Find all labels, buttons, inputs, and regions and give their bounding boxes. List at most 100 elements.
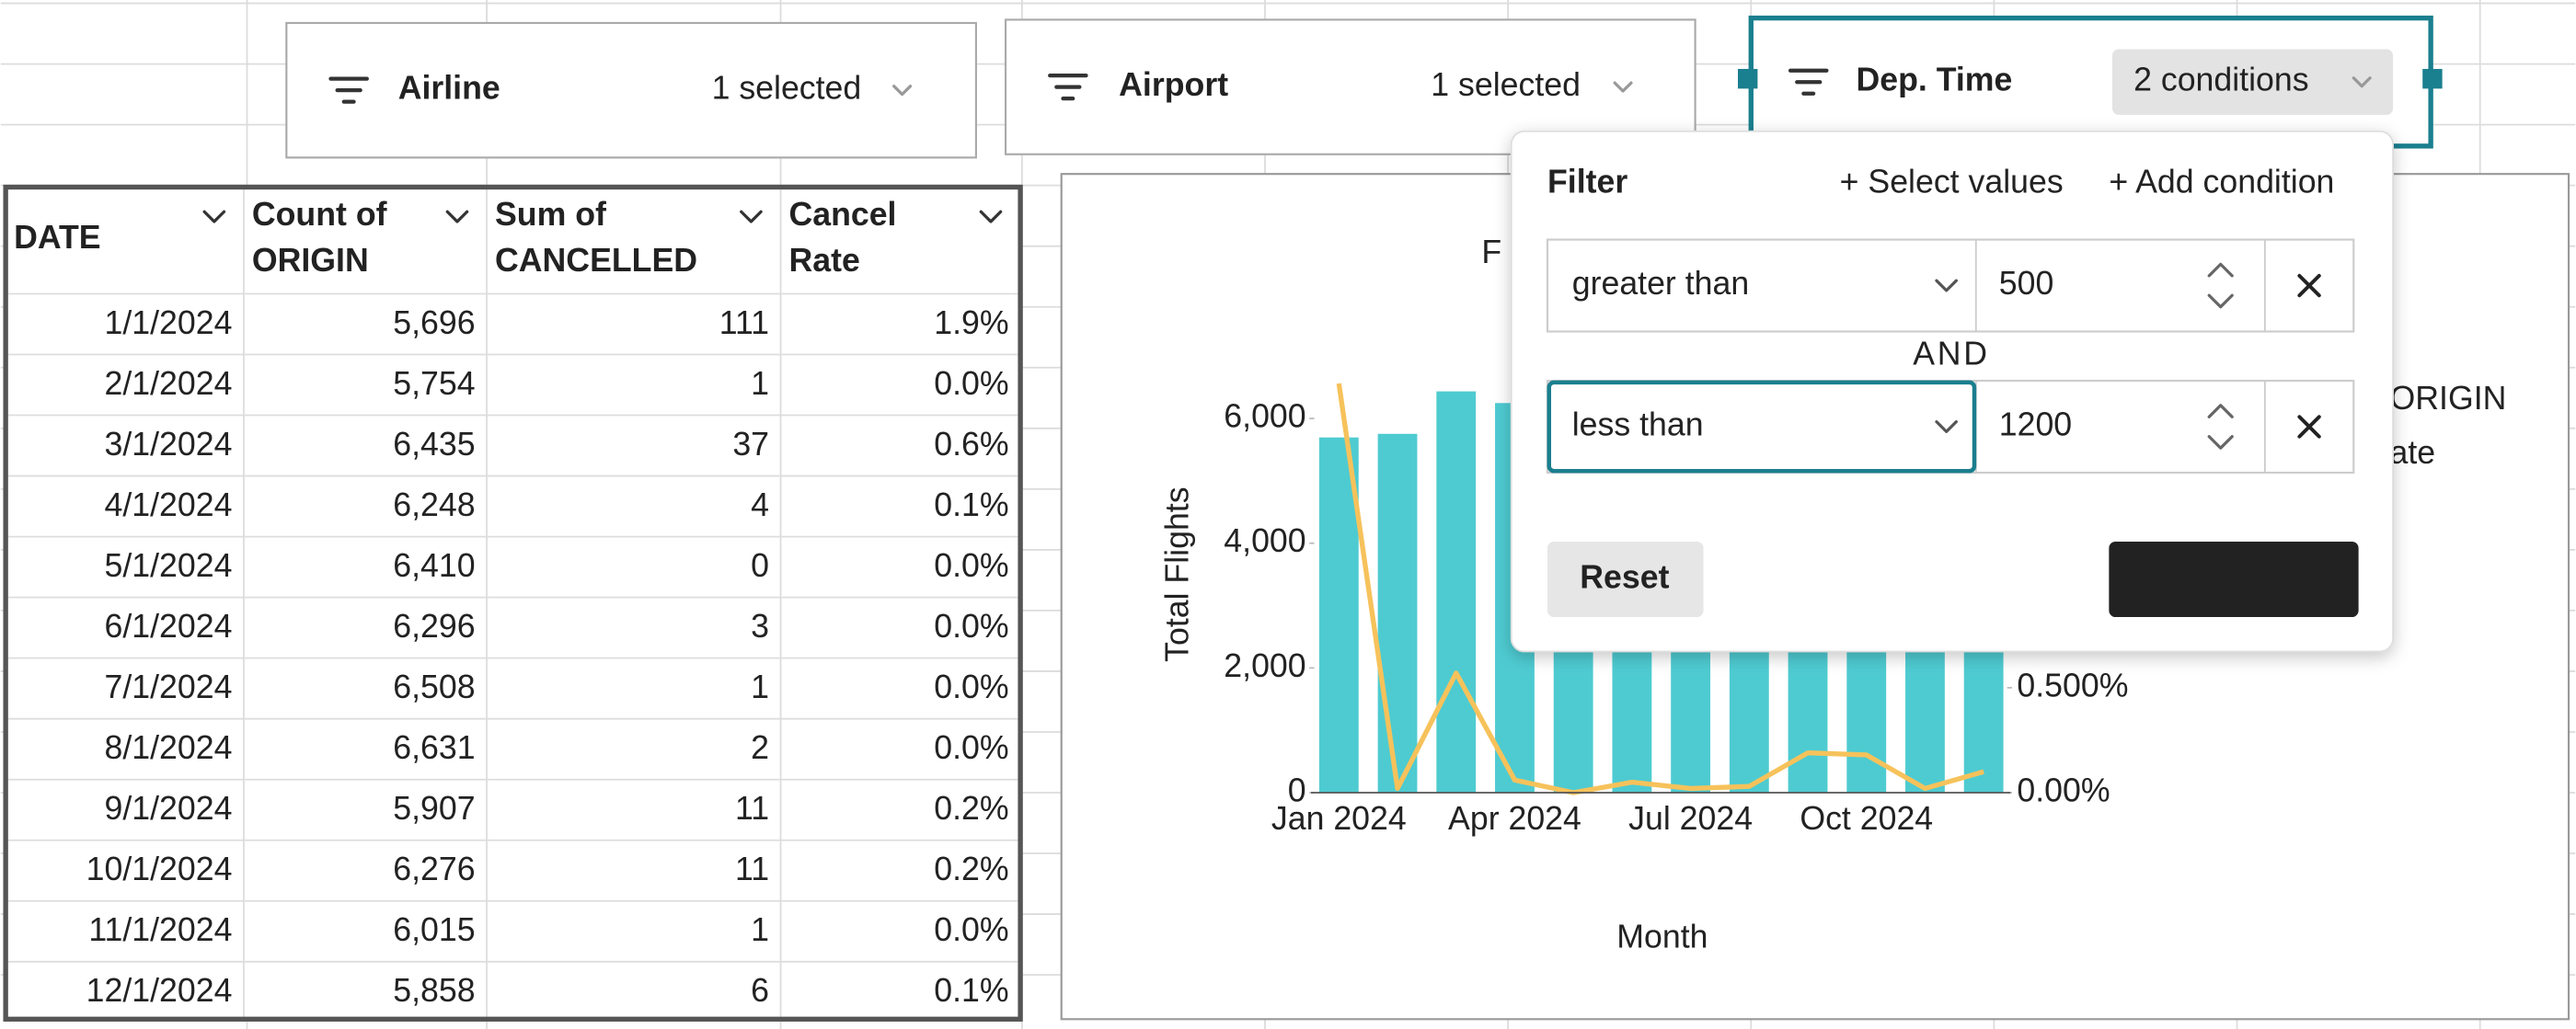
table-cell: 1 (751, 365, 769, 402)
condition-value[interactable]: 1200 (1999, 406, 2072, 442)
line (1336, 383, 1984, 795)
chip-status: 1 selected (712, 70, 862, 107)
joiner-label: AND (1913, 336, 1989, 372)
table-cell: 11/1/2024 (88, 911, 232, 948)
reset-button[interactable] (1547, 541, 1704, 618)
table-cell: 111 (719, 304, 769, 341)
table-cell: 0.0% (934, 365, 1008, 402)
legend-label: ate (2390, 434, 2436, 471)
spin-up[interactable] (2207, 404, 2234, 418)
filter-popup: Filter + Select values + Add condition grea… (1510, 130, 2394, 653)
filter-icon (328, 76, 369, 104)
chevron-icon (892, 85, 913, 97)
legend-label: ORIGIN (2390, 380, 2507, 417)
pivot-table: 1/1/2024 5,696 111 1.9%2/1/2024 5,754 1 0.0%3/… (3, 184, 1023, 1022)
operator-select[interactable]: greater than (1572, 265, 1749, 302)
table-cell: 0.6% (934, 426, 1008, 463)
chevron-icon (445, 210, 469, 223)
x-tick-label: Jul 2024 (1628, 800, 1753, 837)
table-header: DATE (14, 219, 101, 256)
chip-status: 2 conditions (2133, 62, 2308, 98)
apply-label[interactable]: Apply filter (2148, 558, 2319, 595)
y-axis-title: Total Flights (1159, 486, 1196, 661)
table-cell: 6,435 (393, 426, 475, 463)
content: Airline 1 selected Airport 1 selected Dep. T… (3, 15, 2570, 1022)
table-cell: 0.0% (934, 729, 1008, 766)
table-cell: 6,410 (393, 547, 475, 584)
remove-condition[interactable] (2297, 273, 2321, 298)
chevron-icon (2352, 76, 2372, 88)
condition-value[interactable]: 500 (1999, 265, 2054, 302)
spin-down[interactable] (2207, 435, 2234, 450)
status-pill (2111, 49, 2394, 115)
table-cell: 5,858 (393, 972, 475, 1009)
y-tick-label: 2,000 (1224, 647, 1305, 684)
x-tick-label: Oct 2024 (1800, 800, 1933, 837)
reset-label[interactable]: Reset (1580, 558, 1669, 595)
table-cell: 5,907 (393, 790, 475, 827)
table-cell: 2 (751, 729, 769, 766)
table-cell: 1 (751, 911, 769, 948)
table-header: Sum of (495, 196, 606, 233)
y2-tick-label: 0.00% (2017, 772, 2110, 808)
table-cell: 2/1/2024 (105, 365, 233, 402)
x-tick-label: Jan 2024 (1271, 800, 1407, 837)
table-header: Count of (252, 196, 387, 233)
y-tick-label: 4,000 (1224, 522, 1305, 559)
x-axis-title: Month (1616, 918, 1708, 955)
table-cell: 5,696 (393, 304, 475, 341)
resize-handle (2422, 68, 2443, 89)
spin-down[interactable] (2207, 293, 2234, 309)
resize-handle (1738, 68, 1758, 89)
operator-select[interactable]: less than (1572, 406, 1704, 442)
chevron-icon (1935, 279, 1958, 292)
table-cell: 6,248 (393, 486, 475, 523)
table-cell: 4 (751, 486, 769, 523)
table-cell: 3 (751, 608, 769, 645)
chevron-icon (202, 210, 226, 223)
table-header: CANCELLED (495, 242, 697, 279)
table-cell: 6,015 (393, 911, 475, 948)
table-cell: 6 (751, 972, 769, 1009)
bar (1377, 433, 1418, 794)
y-tick-label: 0 (1288, 772, 1306, 808)
table-cell: 0.0% (934, 911, 1008, 948)
apply-button[interactable] (2109, 541, 2359, 618)
table-cell: 12/1/2024 (86, 972, 233, 1009)
filter-chip[interactable] (285, 21, 977, 159)
table-cell: 6,276 (393, 851, 475, 887)
table-cell: 9/1/2024 (105, 790, 233, 827)
table-cell: 0.2% (934, 790, 1008, 827)
table-cell: 11 (735, 790, 769, 827)
focused-select[interactable] (1547, 380, 1977, 474)
table-cell: 3/1/2024 (105, 426, 233, 463)
table-cell: 10/1/2024 (86, 851, 233, 887)
chevron-icon (740, 210, 763, 223)
table-cell: 4/1/2024 (105, 486, 233, 523)
table-header: Cancel (788, 196, 896, 233)
table-border (3, 184, 1023, 1022)
table-cell: 1 (751, 669, 769, 705)
y-tick-label: 6,000 (1224, 398, 1305, 435)
chip-label: Airline (398, 70, 500, 107)
table-cell: 8/1/2024 (105, 729, 233, 766)
table-cell: 37 (732, 426, 769, 463)
y2-tick-label: 0.500% (2017, 667, 2128, 703)
table-cell: 7/1/2024 (105, 669, 233, 705)
table-header: ORIGIN (252, 242, 369, 279)
table-cell: 1/1/2024 (105, 304, 233, 341)
popup-action[interactable]: + Select values (1840, 163, 2064, 200)
popup-action[interactable]: + Add condition (2109, 163, 2334, 200)
table-cell: 0.0% (934, 608, 1008, 645)
chip-label: Dep. Time (1857, 62, 2013, 98)
spin-up[interactable] (2207, 262, 2234, 278)
chevron-icon (1935, 420, 1958, 433)
remove-condition[interactable] (2297, 415, 2321, 439)
table-cell: 0.1% (934, 972, 1008, 1009)
table-cell: 0.0% (934, 547, 1008, 584)
table-bg (6, 187, 1021, 1020)
bar (1436, 391, 1477, 794)
filter-icon (1788, 68, 1829, 96)
